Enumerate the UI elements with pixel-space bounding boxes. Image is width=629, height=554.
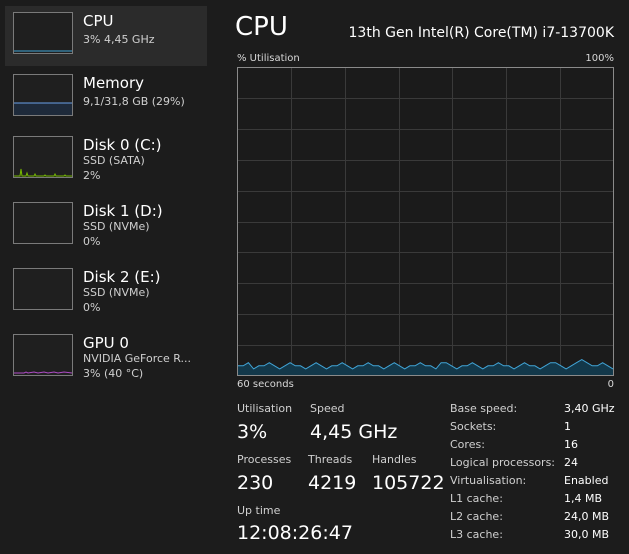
spec-row: L2 cache: 24,0 MB	[450, 510, 625, 528]
spec-row: Logical processors: 24	[450, 456, 625, 474]
sidebar-item-detail: 9,1/31,8 GB (29%)	[83, 95, 185, 108]
page-title: CPU	[235, 12, 288, 42]
spec-value: 1	[564, 420, 571, 433]
disk2-thumbnail-graph	[13, 268, 73, 310]
spec-row: Base speed: 3,40 GHz	[450, 402, 625, 420]
processes-label: Processes	[237, 453, 292, 466]
uptime-label: Up time	[237, 504, 281, 517]
sidebar: CPU 3% 4,45 GHz Memory 9,1/31,8 GB (29%)…	[0, 0, 215, 554]
sidebar-item-gpu0[interactable]: GPU 0 NVIDIA GeForce R... 3% (40 °C)	[5, 328, 207, 388]
sidebar-item-disk0[interactable]: Disk 0 (C:) SSD (SATA) 2%	[5, 130, 207, 190]
sidebar-item-detail: 3% 4,45 GHz	[83, 33, 155, 46]
spec-row: L1 cache: 1,4 MB	[450, 492, 625, 510]
utilisation-value: 3%	[237, 421, 268, 443]
sidebar-item-title: Memory	[83, 74, 145, 92]
sidebar-item-usage: 0%	[83, 235, 101, 248]
uptime-value: 12:08:26:47	[237, 522, 353, 544]
spec-value: Enabled	[564, 474, 609, 487]
sidebar-item-title: Disk 0 (C:)	[83, 136, 162, 154]
spec-key: Base speed:	[450, 402, 518, 415]
cpu-utilisation-svg	[237, 67, 614, 376]
spec-value: 1,4 MB	[564, 492, 603, 505]
spec-row: Sockets: 1	[450, 420, 625, 438]
sidebar-item-memory[interactable]: Memory 9,1/31,8 GB (29%)	[5, 68, 207, 128]
cpu-thumbnail-line	[14, 50, 72, 52]
spec-key: Logical processors:	[450, 456, 556, 469]
sidebar-item-disk2[interactable]: Disk 2 (E:) SSD (NVMe) 0%	[5, 262, 207, 322]
utilisation-label: Utilisation	[237, 402, 293, 415]
sidebar-item-title: Disk 2 (E:)	[83, 268, 161, 286]
spec-row: L3 cache: 30,0 MB	[450, 528, 625, 546]
spec-row: Cores: 16	[450, 438, 625, 456]
spec-value: 3,40 GHz	[564, 402, 615, 415]
sidebar-item-usage: 2%	[83, 169, 101, 182]
spec-value: 24	[564, 456, 578, 469]
speed-value: 4,45 GHz	[310, 421, 398, 443]
disk0-thumbnail-line	[14, 168, 72, 177]
spec-key: L3 cache:	[450, 528, 503, 541]
spec-key: L2 cache:	[450, 510, 503, 523]
spec-value: 24,0 MB	[564, 510, 610, 523]
sidebar-item-usage: 3% (40 °C)	[83, 367, 144, 380]
cpu-utilisation-line	[238, 359, 614, 370]
cpu-utilisation-graph	[237, 67, 614, 376]
processes-value: 230	[237, 472, 274, 494]
spec-key: L1 cache:	[450, 492, 503, 505]
graph-x-label: 60 seconds	[237, 379, 294, 390]
disk0-thumbnail-graph	[13, 136, 73, 178]
spec-value: 16	[564, 438, 578, 451]
sidebar-item-usage: 0%	[83, 301, 101, 314]
spec-value: 30,0 MB	[564, 528, 610, 541]
handles-label: Handles	[372, 453, 417, 466]
sidebar-item-title: CPU	[83, 12, 114, 30]
memory-thumbnail-graph	[13, 74, 73, 116]
sidebar-item-detail: SSD (NVMe)	[83, 220, 150, 233]
graph-y-max-label: 100%	[585, 53, 614, 64]
cpu-detail-panel: CPU 13th Gen Intel(R) Core(TM) i7-13700K…	[215, 0, 629, 554]
sidebar-item-detail: NVIDIA GeForce R...	[83, 352, 192, 365]
sidebar-item-cpu[interactable]: CPU 3% 4,45 GHz	[5, 6, 207, 66]
threads-label: Threads	[308, 453, 353, 466]
spec-key: Virtualisation:	[450, 474, 527, 487]
cpu-utilisation-area	[238, 359, 613, 375]
cpu-thumbnail-graph	[13, 12, 73, 54]
sidebar-item-title: GPU 0	[83, 334, 129, 352]
sidebar-item-title: Disk 1 (D:)	[83, 202, 163, 220]
sidebar-item-disk1[interactable]: Disk 1 (D:) SSD (NVMe) 0%	[5, 196, 207, 256]
spec-key: Cores:	[450, 438, 485, 451]
cpu-model-name: 13th Gen Intel(R) Core(TM) i7-13700K	[348, 25, 614, 41]
gpu0-thumbnail-line	[14, 371, 72, 374]
handles-value: 105722	[372, 472, 445, 494]
threads-value: 4219	[308, 472, 357, 494]
memory-thumbnail-line	[14, 102, 72, 115]
gpu0-thumbnail-graph	[13, 334, 73, 376]
spec-key: Sockets:	[450, 420, 497, 433]
graph-y-label: % Utilisation	[237, 53, 300, 64]
sidebar-item-detail: SSD (SATA)	[83, 154, 145, 167]
speed-label: Speed	[310, 402, 345, 415]
spec-row: Virtualisation: Enabled	[450, 474, 625, 492]
graph-x-end-label: 0	[607, 379, 614, 390]
disk1-thumbnail-graph	[13, 202, 73, 244]
sidebar-item-detail: SSD (NVMe)	[83, 286, 150, 299]
